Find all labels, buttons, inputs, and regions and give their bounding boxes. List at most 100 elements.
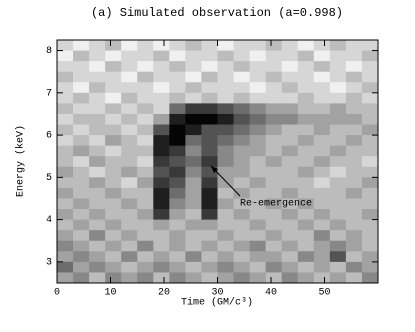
heatmap-cell <box>265 82 283 94</box>
heatmap-cell <box>73 219 90 231</box>
heatmap-cell <box>329 71 347 83</box>
heatmap-cell <box>201 124 218 136</box>
heatmap-cell <box>89 198 106 210</box>
heatmap-cell <box>201 187 218 199</box>
heatmap-cell <box>345 145 363 157</box>
heatmap-cell <box>297 145 315 157</box>
heatmap-cell <box>217 135 234 147</box>
heatmap-cell <box>217 187 234 199</box>
heatmap-cell <box>345 219 363 231</box>
heatmap-cell <box>169 113 186 125</box>
heatmap-cell <box>121 198 138 210</box>
heatmap-cell <box>153 145 170 157</box>
x-tick-label: 10 <box>104 288 116 299</box>
heatmap-cell <box>233 187 250 199</box>
heatmap-cell <box>57 71 74 83</box>
heatmap-cell <box>297 113 315 125</box>
heatmap-cell <box>361 145 379 157</box>
heatmap-cell <box>185 177 202 189</box>
heatmap-cell <box>121 251 138 263</box>
heatmap-cell <box>185 261 202 273</box>
heatmap-cell <box>73 50 90 62</box>
heatmap-cell <box>153 240 170 252</box>
heatmap-cell <box>89 71 106 83</box>
heatmap-cell <box>57 156 74 168</box>
heatmap-cell <box>121 124 138 136</box>
heatmap-cell <box>121 92 138 104</box>
heatmap-cell <box>329 166 347 178</box>
heatmap-cell <box>281 166 299 178</box>
heatmap-cell <box>297 135 315 147</box>
heatmap-cell <box>57 240 74 252</box>
heatmap-cell <box>169 135 186 147</box>
heatmap-cell <box>217 251 234 263</box>
heatmap-cell <box>361 40 379 51</box>
heatmap-cell <box>105 113 122 125</box>
heatmap-cell <box>233 71 250 83</box>
heatmap-cell <box>297 272 315 284</box>
heatmap-cell <box>89 251 106 263</box>
heatmap-cell <box>185 251 202 263</box>
heatmap-cell <box>201 166 218 178</box>
heatmap-cell <box>57 113 74 125</box>
heatmap-cell <box>297 187 315 199</box>
heatmap-cell <box>73 92 90 104</box>
heatmap-cell <box>265 103 283 115</box>
heatmap-cell <box>233 103 250 115</box>
heatmap-cell <box>153 103 170 115</box>
heatmap-cell <box>105 251 122 263</box>
y-tick-label: 5 <box>46 173 52 184</box>
heatmap-cell <box>281 40 299 51</box>
heatmap-cell <box>297 177 315 189</box>
heatmap-cell <box>121 209 138 221</box>
heatmap-cell <box>345 230 363 242</box>
heatmap-cell <box>201 272 218 284</box>
heatmap-cell <box>281 92 299 104</box>
y-tick-label: 8 <box>46 46 52 57</box>
heatmap-cell <box>73 156 90 168</box>
heatmap-cell <box>249 177 267 189</box>
heatmap-cell <box>121 61 138 73</box>
heatmap-cell <box>361 92 379 104</box>
heatmap-cell <box>169 50 186 62</box>
heatmap-cell <box>217 145 234 157</box>
heatmap-cell <box>233 145 250 157</box>
heatmap-cell <box>185 40 202 51</box>
heatmap-cell <box>217 230 234 242</box>
heatmap-cell <box>249 272 267 284</box>
heatmap-cell <box>169 71 186 83</box>
heatmap-cell <box>137 40 154 51</box>
annotation: Re-emergence <box>240 199 312 210</box>
heatmap-cell <box>185 135 202 147</box>
heatmap-cell <box>105 50 122 62</box>
heatmap-cell <box>217 40 234 51</box>
heatmap-cell <box>281 261 299 273</box>
heatmap-cell <box>185 82 202 94</box>
heatmap-cell <box>169 40 186 51</box>
heatmap-cell <box>233 156 250 168</box>
x-tick-label: 0 <box>54 288 60 299</box>
heatmap-cell <box>265 124 283 136</box>
heatmap-cell <box>201 92 218 104</box>
heatmap-cell <box>153 272 170 284</box>
heatmap-cell <box>217 261 234 273</box>
heatmap-cell <box>297 61 315 73</box>
heatmap-cell <box>297 230 315 242</box>
heatmap-cell <box>105 230 122 242</box>
heatmap-cell <box>105 124 122 136</box>
heatmap-cell <box>137 187 154 199</box>
heatmap-cell <box>153 261 170 273</box>
heatmap-cell <box>105 209 122 221</box>
heatmap-cell <box>265 145 283 157</box>
heatmap-cell <box>265 272 283 284</box>
heatmap-cell <box>169 156 186 168</box>
heatmap-cell <box>265 166 283 178</box>
heatmap-cell <box>233 209 250 221</box>
heatmap-cell <box>281 251 299 263</box>
heatmap-cell <box>345 177 363 189</box>
heatmap-cell <box>121 113 138 125</box>
heatmap-cell <box>105 82 122 94</box>
heatmap-cell <box>185 209 202 221</box>
heatmap-cell <box>233 135 250 147</box>
heatmap-cell <box>73 145 90 157</box>
